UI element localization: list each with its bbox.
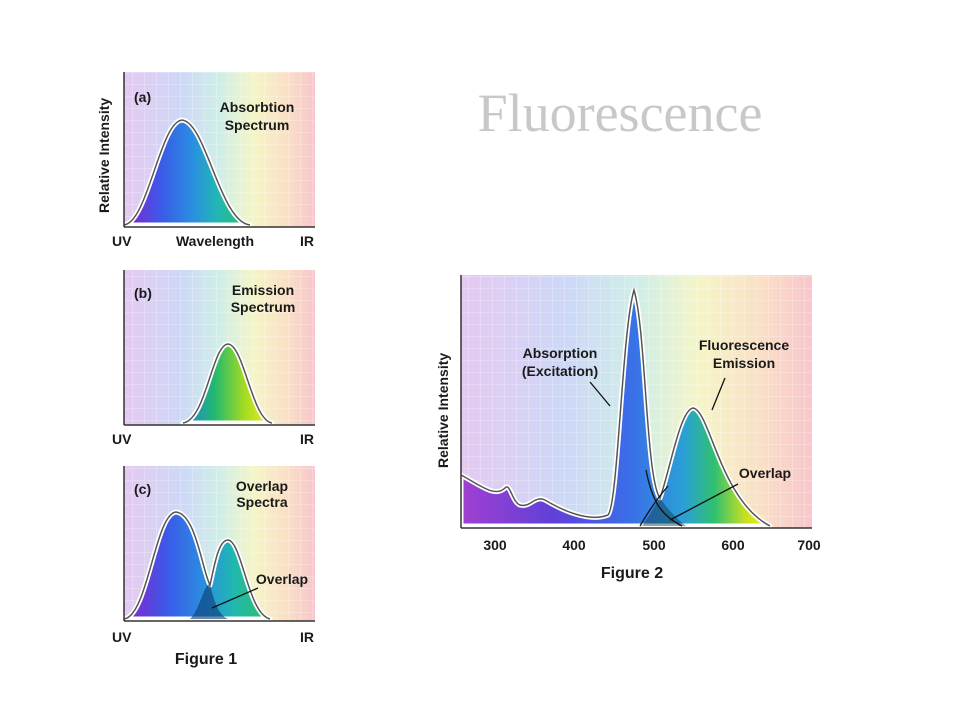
absorption-tail-line <box>645 469 683 527</box>
figure1-caption: Figure 1 <box>175 651 237 668</box>
panel-a-x-right: IR <box>300 233 314 249</box>
panel-a-title-line1: Absorbtion <box>220 99 295 115</box>
panel-c: (c) Overlap Spectra Overlap UV IR <box>112 466 315 645</box>
x-tick-600: 600 <box>721 537 745 553</box>
panel-c-overlap-pointer <box>211 587 259 609</box>
panel-c-x-right: IR <box>300 629 314 645</box>
panel-c-tag: (c) <box>134 481 151 497</box>
x-tick-700: 700 <box>797 537 821 553</box>
slide-title: Fluorescence <box>477 83 763 143</box>
panel-b-x-left: UV <box>112 431 132 447</box>
overlap-region <box>190 584 228 619</box>
overlap-spectra-outline <box>123 511 271 620</box>
panel-b-x-right: IR <box>300 431 314 447</box>
emission-label-line1: Fluorescence <box>699 337 789 353</box>
panel-c-x-left: UV <box>112 629 132 645</box>
x-tick-300: 300 <box>483 537 507 553</box>
panel-a: (a) Absorbtion Spectrum UV Wavelength IR <box>112 72 315 249</box>
emission-tail-line <box>639 485 669 527</box>
emission-pointer <box>711 377 726 411</box>
figure2-overlap-label: Overlap <box>739 465 791 481</box>
absorption-curve-outline <box>123 119 251 226</box>
panel-b-title-line2: Spectrum <box>231 299 296 315</box>
figure1: Relative Intensity (a) Absorbtion Spectr… <box>96 72 315 668</box>
panel-a-title-line2: Spectrum <box>225 117 290 133</box>
figure2-caption: Figure 2 <box>601 565 663 582</box>
absorption-label-line2: (Excitation) <box>522 363 598 379</box>
panel-a-x-left: UV <box>112 233 132 249</box>
figure2-y-label: Relative Intensity <box>435 353 451 468</box>
x-tick-500: 500 <box>642 537 666 553</box>
absorption-pointer <box>589 381 611 407</box>
figure2: Absorption (Excitation) Fluorescence Emi… <box>435 275 821 582</box>
figure2-spectrum-outline <box>460 287 771 527</box>
panel-a-x-center: Wavelength <box>176 233 254 249</box>
panel-c-overlap-label: Overlap <box>256 571 308 587</box>
emission-curve-outline <box>182 343 273 424</box>
panel-b-tag: (b) <box>134 285 152 301</box>
panel-b-title-line1: Emission <box>232 282 294 298</box>
panel-b: (b) Emission Spectrum UV IR <box>112 270 315 447</box>
figure2-overlap-pointer <box>669 483 739 521</box>
emission-label-line2: Emission <box>713 355 775 371</box>
panel-c-title-line2: Spectra <box>236 494 288 510</box>
panel-a-tag: (a) <box>134 89 151 105</box>
absorption-label-line1: Absorption <box>523 345 598 361</box>
x-tick-400: 400 <box>562 537 586 553</box>
panel-c-title-line1: Overlap <box>236 478 288 494</box>
figure1-y-label: Relative Intensity <box>96 98 112 213</box>
